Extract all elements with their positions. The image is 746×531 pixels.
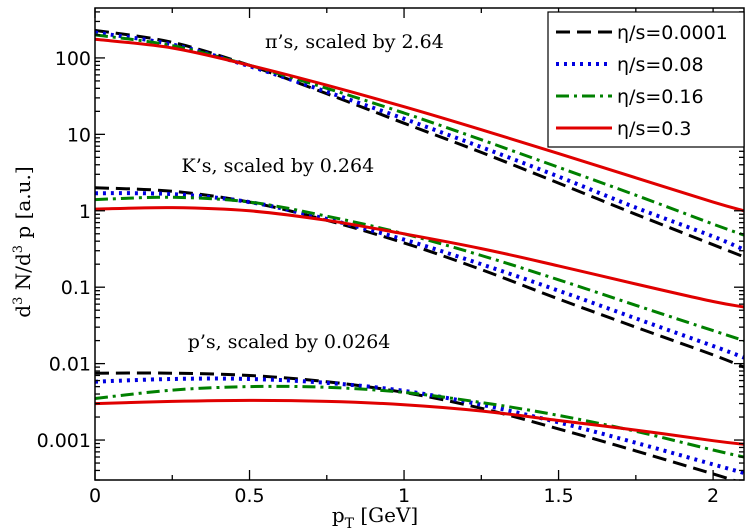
y-label-end: p [a.u.] xyxy=(11,166,35,245)
y-label-sup2: 3 xyxy=(11,245,26,253)
x-axis-label-rest: [GeV] xyxy=(354,503,418,527)
y-label-sup1: 3 xyxy=(11,297,26,305)
y-tick-label-2: 0.1 xyxy=(61,277,91,299)
y-tick-label-5: 100 xyxy=(55,48,91,70)
curves-layer xyxy=(95,28,744,480)
y-axis-label: d3 N/d3 p [a.u.] xyxy=(11,166,35,317)
x-axis-label-main: p xyxy=(332,503,345,527)
series-line-kaons-7 xyxy=(95,206,744,309)
y-tick-label-1: 0.01 xyxy=(49,354,91,376)
legend-label-2: η/s=0.16 xyxy=(617,86,704,108)
series-line-pions-3 xyxy=(95,37,744,213)
series-line-protons-8 xyxy=(95,371,738,480)
axis-ticks: 0 0.5 1 1.5 2 0.001 0.01 0.1 1 10 100 xyxy=(37,8,744,507)
series-line-kaons-4 xyxy=(95,186,744,369)
legend: η/s=0.0001 η/s=0.08 η/s=0.16 η/s=0.3 xyxy=(547,11,745,148)
x-axis-label: pT [GeV] xyxy=(332,503,418,531)
x-tick-label-3: 1.5 xyxy=(543,485,573,507)
series-line-protons-9 xyxy=(95,376,744,475)
series-line-pions-1 xyxy=(95,30,744,252)
x-tick-label-1: 0.5 xyxy=(234,485,264,507)
legend-label-3: η/s=0.3 xyxy=(617,118,691,140)
series-line-kaons-5 xyxy=(95,191,744,360)
y-tick-label-3: 1 xyxy=(79,201,91,223)
x-tick-label-0: 0 xyxy=(89,485,101,507)
series-line-pions-0 xyxy=(95,28,744,259)
y-label-mid: N/d xyxy=(11,253,35,297)
legend-label-1: η/s=0.08 xyxy=(617,54,704,76)
annotation-protons: p’s, scaled by 0.0264 xyxy=(188,331,391,353)
series-line-protons-11 xyxy=(95,398,744,446)
annotation-pions: π’s, scaled by 2.64 xyxy=(265,31,444,53)
plot-frame xyxy=(94,7,745,481)
legend-box xyxy=(547,11,745,148)
series-line-protons-10 xyxy=(95,384,744,459)
y-tick-label-0: 0.001 xyxy=(37,430,91,452)
x-tick-label-2: 1 xyxy=(398,485,410,507)
series-line-kaons-6 xyxy=(95,195,744,343)
y-tick-label-4: 10 xyxy=(67,124,91,146)
legend-label-0: η/s=0.0001 xyxy=(617,22,728,44)
x-tick-label-4: 2 xyxy=(707,485,719,507)
y-label-d1: d xyxy=(11,305,35,318)
x-axis-label-sub: T xyxy=(345,516,355,531)
annotation-kaons: K’s, scaled by 0.264 xyxy=(182,155,375,177)
